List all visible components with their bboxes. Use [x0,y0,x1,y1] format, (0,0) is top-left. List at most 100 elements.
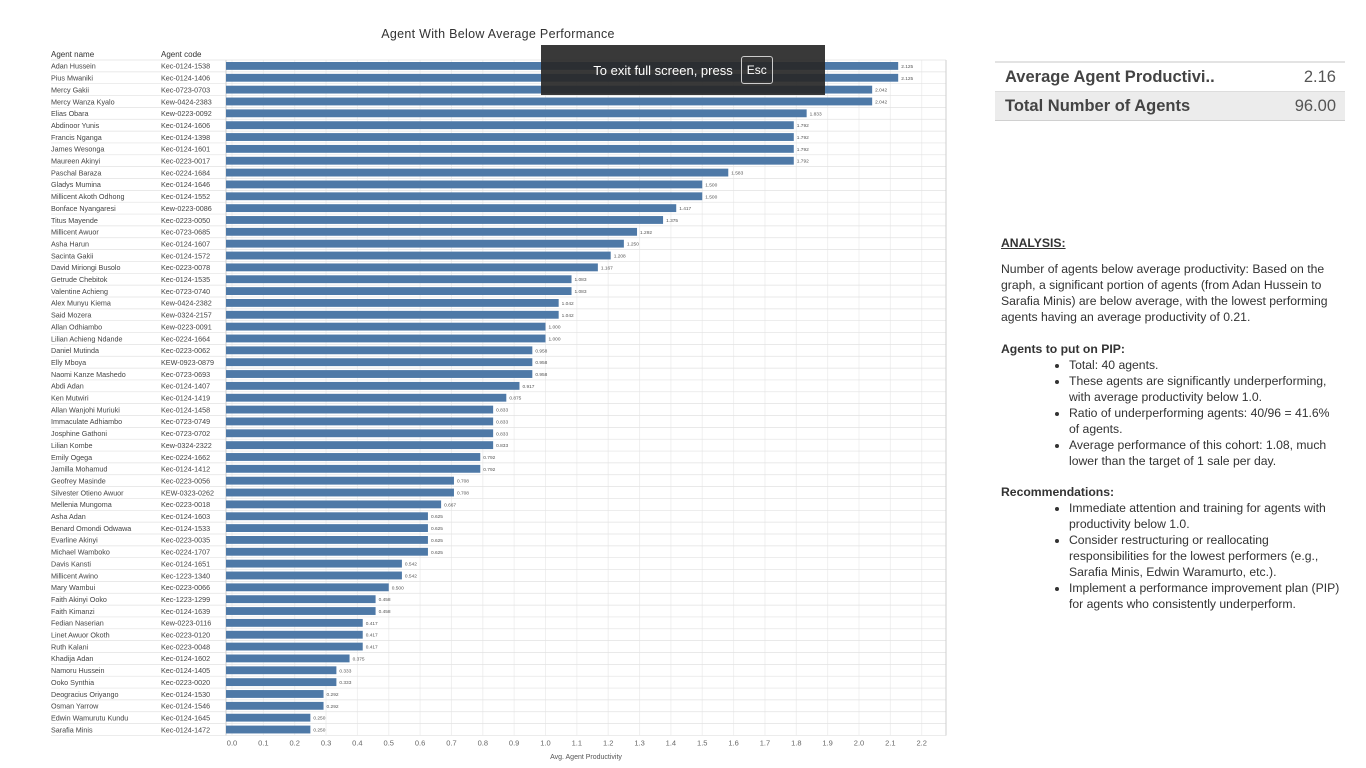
bar[interactable] [226,583,389,592]
column-header-agent-code[interactable]: Agent code [161,50,202,59]
bar[interactable] [226,156,794,165]
agent-name-label[interactable]: Immaculate Adhiambo [51,417,122,426]
agent-code-label[interactable]: KEW-0923-0879 [161,358,214,367]
agent-code-label[interactable]: Kec-0224-1707 [161,548,210,557]
bar[interactable] [226,607,376,615]
agent-name-label[interactable]: Michael Wamboko [51,548,110,557]
bar[interactable] [226,701,324,710]
agent-name-label[interactable]: Millicent Awuor [51,228,99,237]
agent-name-label[interactable]: Faith Kimanzi [51,607,95,616]
agent-code-label[interactable]: Kec-0723-0749 [161,417,210,426]
agent-code-label[interactable]: Kec-0124-1607 [161,239,210,248]
agent-name-label[interactable]: Mary Wambui [51,583,95,592]
bar[interactable] [226,654,350,663]
agent-name-label[interactable]: Elly Mboya [51,358,86,367]
agent-name-label[interactable]: Allan Odhiambo [51,322,102,331]
agent-name-label[interactable]: Jamilla Mohamud [51,465,107,474]
bar[interactable] [226,417,494,426]
agent-name-label[interactable]: Mercy Wanza Kyalo [51,97,115,106]
agent-code-label[interactable]: Kec-0124-1530 [161,690,210,699]
bar[interactable] [226,678,337,687]
agent-code-label[interactable]: Kec-0224-1684 [161,168,210,177]
agent-code-label[interactable]: Kec-0223-0062 [161,346,210,355]
agent-name-label[interactable]: Allan Wanjohi Muriuki [51,405,120,414]
bar[interactable] [226,464,481,473]
agent-code-label[interactable]: Kew-0324-2322 [161,441,212,450]
agent-code-label[interactable]: Kec-0223-0017 [161,157,210,166]
agent-name-label[interactable]: Gladys Mumina [51,180,101,189]
agent-name-label[interactable]: Josphine Gathoni [51,429,107,438]
bar[interactable] [226,453,481,461]
agent-name-label[interactable]: Paschal Baraza [51,168,101,177]
bar[interactable] [226,109,807,118]
agent-code-label[interactable]: Kew-0223-0116 [161,619,211,628]
agent-name-label[interactable]: Ruth Kalani [51,642,89,651]
agent-code-label[interactable]: Kew-0424-2383 [161,97,212,106]
agent-code-label[interactable]: Kec-0124-1552 [161,192,210,201]
agent-name-label[interactable]: Faith Akinyi Ooko [51,595,107,604]
bar[interactable] [226,393,507,402]
agent-code-label[interactable]: Kec-0124-1639 [161,607,210,616]
bar[interactable] [226,227,638,236]
bar[interactable] [226,204,677,213]
agent-code-label[interactable]: Kec-1223-1340 [161,571,210,580]
agent-name-label[interactable]: Getrude Chebitok [51,275,108,284]
bar[interactable] [226,263,598,272]
agent-name-label[interactable]: Lilian Kombe [51,441,93,450]
agent-name-label[interactable]: Emily Ogega [51,453,92,462]
bar[interactable] [226,725,311,734]
agent-code-label[interactable]: Kec-0224-1662 [161,453,210,462]
agent-name-label[interactable]: Lilian Achieng Ndande [51,334,123,343]
agent-name-label[interactable]: Silvester Otieno Awuor [51,488,124,497]
agent-name-label[interactable]: Sacinta Gakii [51,251,94,260]
agent-code-label[interactable]: Kec-0124-1645 [161,713,210,722]
agent-name-label[interactable]: Sarafia Minis [51,725,93,734]
agent-name-label[interactable]: Daniel Mutinda [51,346,99,355]
agent-name-label[interactable]: Mellenia Mungoma [51,500,112,509]
agent-code-label[interactable]: Kec-0124-1603 [161,512,210,521]
agent-code-label[interactable]: Kec-0223-0066 [161,583,210,592]
agent-name-label[interactable]: David Miriongi Busolo [51,263,121,272]
agent-name-label[interactable]: Fedian Naserian [51,619,104,628]
bar[interactable] [226,524,428,532]
agent-code-label[interactable]: Kec-0124-1546 [161,702,210,711]
agent-code-label[interactable]: Kew-0223-0086 [161,204,212,213]
agent-name-label[interactable]: Naomi Kanze Mashedo [51,370,126,379]
agent-code-label[interactable]: Kec-0124-1419 [161,394,210,403]
agent-name-label[interactable]: Abdinoor Yunis [51,121,100,130]
agent-name-label[interactable]: Davis Kansti [51,559,91,568]
agent-code-label[interactable]: Kec-0124-1651 [161,559,210,568]
bar[interactable] [226,630,363,639]
agent-code-label[interactable]: Kec-0223-0020 [161,678,210,687]
agent-code-label[interactable]: Kec-0223-0050 [161,216,210,225]
bar[interactable] [226,571,402,580]
bar[interactable] [226,618,363,627]
kpi-row-average-productivity[interactable]: Average Agent Productivi.. 2.16 [995,61,1345,91]
bar[interactable] [226,441,494,450]
agent-name-label[interactable]: Francis Nganga [51,133,102,142]
agent-name-label[interactable]: Mercy Gakii [51,85,89,94]
bar[interactable] [226,488,454,497]
agent-code-label[interactable]: Kec-0124-1646 [161,180,210,189]
agent-name-label[interactable]: Bonface Nyangaresi [51,204,116,213]
agent-code-label[interactable]: KEW-0323-0262 [161,488,214,497]
bar[interactable] [226,559,402,568]
bar[interactable] [226,97,873,106]
column-header-agent-name[interactable]: Agent name [51,50,95,59]
kpi-row-total-agents[interactable]: Total Number of Agents 96.00 [995,91,1345,121]
bar[interactable] [226,334,546,343]
agent-code-label[interactable]: Kec-0124-1572 [161,251,210,260]
agent-code-label[interactable]: Kec-0223-0018 [161,500,210,509]
bar[interactable] [226,642,363,651]
agent-name-label[interactable]: Khadija Adan [51,654,93,663]
agent-code-label[interactable]: Kew-0424-2382 [161,299,212,308]
agent-code-label[interactable]: Kec-0124-1601 [161,145,210,154]
agent-code-label[interactable]: Kec-0124-1535 [161,275,210,284]
agent-name-label[interactable]: Ooko Synthia [51,678,94,687]
agent-name-label[interactable]: Geofrey Masinde [51,476,106,485]
bar[interactable] [226,595,376,604]
agent-name-label[interactable]: Said Mozera [51,311,91,320]
agent-code-label[interactable]: Kec-0723-0693 [161,370,210,379]
bar[interactable] [226,133,794,141]
agent-code-label[interactable]: Kew-0223-0091 [161,322,212,331]
